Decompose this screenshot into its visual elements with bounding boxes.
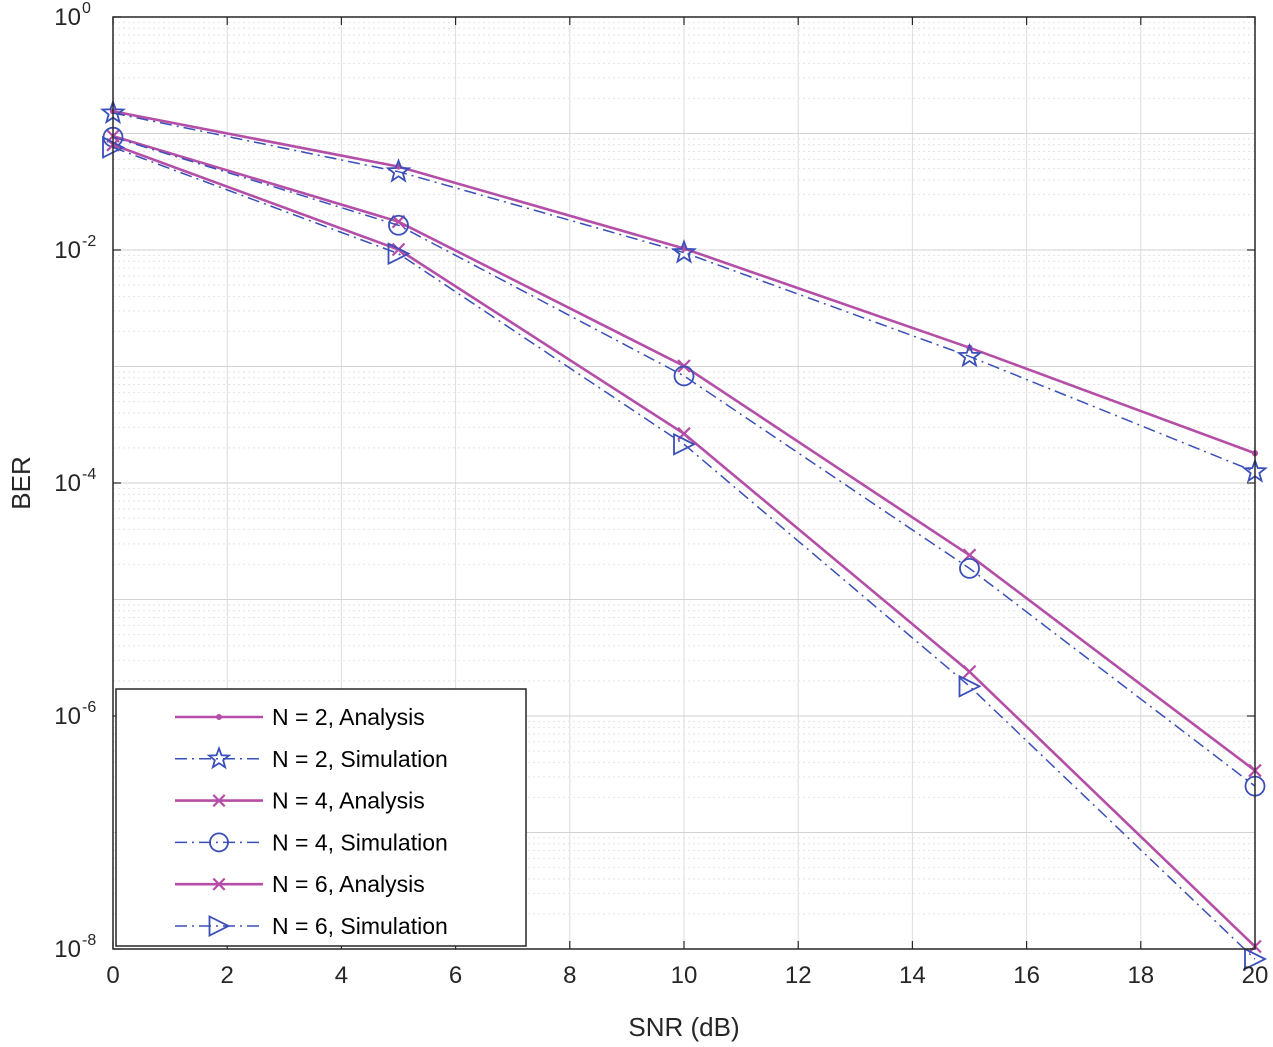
data-point-triangle: [958, 674, 982, 698]
y-tick-label: 10: [54, 237, 81, 264]
series-line: [112, 112, 1256, 473]
legend: N = 2, Analysis N = 2, Simulation N = 4, A…: [115, 688, 527, 947]
legend-entry: N = 4, Analysis: [175, 788, 425, 814]
y-axis-title: BER: [6, 456, 36, 509]
y-tick-label: 10: [54, 936, 81, 963]
y-tick-exponent: -6: [82, 699, 96, 716]
y-tick-label: 10: [54, 470, 81, 497]
y-tick-label: 10: [54, 4, 81, 31]
legend-label: N = 2, Simulation: [272, 746, 448, 772]
data-point-x: [962, 664, 977, 679]
data-point-triangle: [673, 432, 697, 456]
data-point-circle: [209, 832, 229, 853]
data-point-x: [391, 214, 406, 229]
data-point-x: [212, 794, 226, 808]
plot-series: [100, 99, 1268, 971]
legend-label: N = 6, Simulation: [272, 913, 448, 939]
legend-label: N = 2, Analysis: [272, 704, 425, 730]
legend-entry: N = 2, Analysis: [175, 704, 425, 730]
data-point-star: [206, 745, 232, 770]
y-tick-exponent: -8: [82, 932, 96, 949]
legend-box: [115, 688, 527, 947]
data-point-star: [671, 239, 697, 264]
x-tick-label: 20: [1242, 962, 1269, 989]
y-tick-exponent: -4: [82, 466, 96, 483]
data-point-star: [956, 342, 983, 368]
legend-label: N = 4, Simulation: [272, 829, 448, 855]
series-line: [112, 146, 1256, 960]
data-point-circle: [673, 365, 695, 387]
series-line: [112, 136, 1256, 787]
y-tick-exponent: 0: [82, 0, 91, 17]
x-axis-title: SNR (dB): [628, 1012, 739, 1042]
legend-label: N = 4, Analysis: [272, 788, 425, 814]
legend-entry: N = 6, Analysis: [175, 871, 425, 897]
data-point-x: [212, 877, 226, 891]
data-point-star: [385, 158, 412, 183]
x-tick-label: 14: [899, 962, 926, 989]
data-point-dot: [216, 714, 222, 720]
y-tick-exponent: -2: [82, 233, 96, 250]
legend-label: N = 6, Analysis: [272, 871, 425, 897]
x-tick-label: 4: [335, 962, 348, 989]
data-point-circle: [388, 214, 409, 236]
x-tick-label: 2: [221, 962, 234, 989]
x-tick-label: 12: [785, 962, 812, 989]
data-point-circle: [959, 557, 980, 579]
x-tick-label: 0: [106, 962, 119, 989]
y-tick-label: 10: [54, 703, 81, 730]
x-tick-label: 18: [1127, 962, 1154, 989]
data-point-triangle: [387, 242, 411, 266]
legend-entry: N = 2, Simulation: [175, 745, 448, 772]
series-2: [100, 99, 1268, 483]
legend-entry: N = 4, Simulation: [175, 829, 448, 855]
data-point-triangle: [208, 915, 231, 937]
x-axis-ticks: 0 2 4 6 8 10 12 14 16 18 20: [106, 17, 1268, 989]
x-tick-label: 6: [449, 962, 462, 989]
data-point-triangle: [1244, 947, 1268, 971]
series-5: [106, 138, 1262, 954]
x-tick-label: 10: [671, 962, 698, 989]
x-tick-label: 16: [1013, 962, 1040, 989]
x-tick-label: 8: [563, 962, 576, 989]
series-6: [102, 135, 1268, 971]
legend-entry: N = 6, Simulation: [175, 913, 448, 939]
